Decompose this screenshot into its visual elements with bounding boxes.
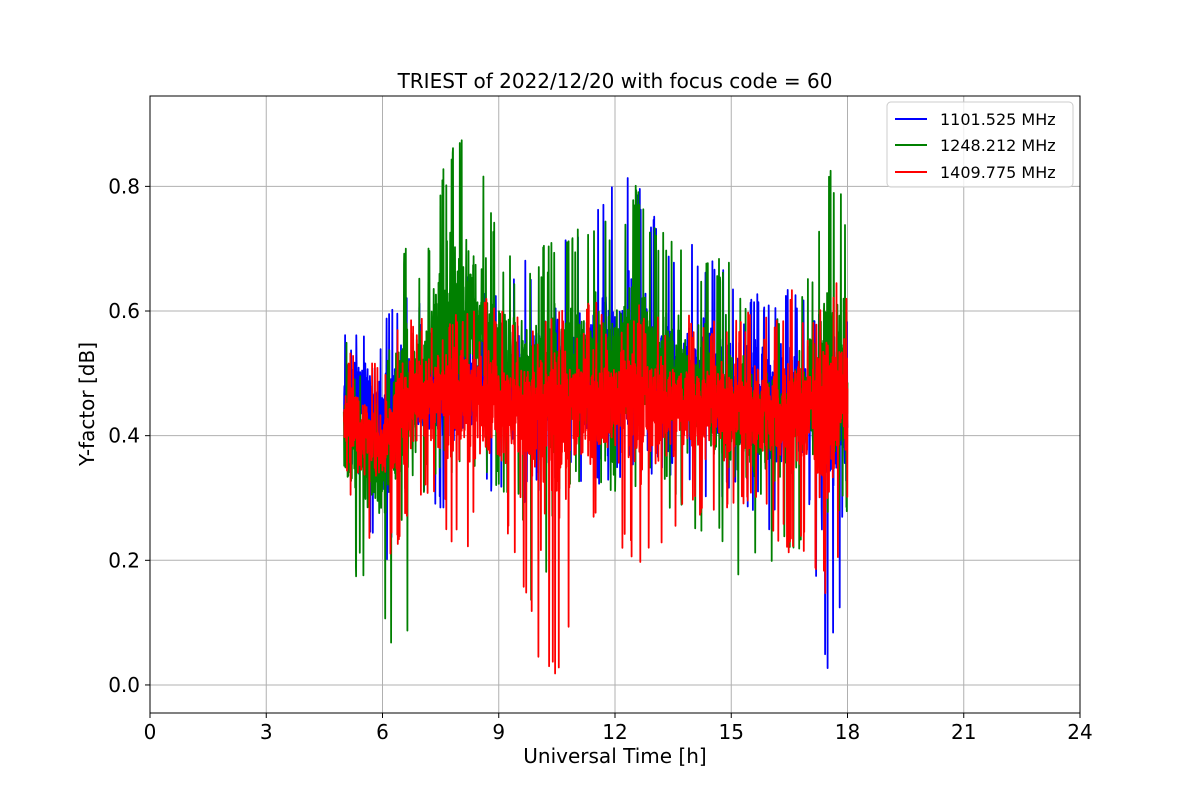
y-tick-label: 0.4 (108, 424, 140, 448)
chart-title: TRIEST of 2022/12/20 with focus code = 6… (397, 69, 833, 93)
x-tick-label: 18 (835, 720, 860, 744)
y-tick-label: 0.6 (108, 299, 140, 323)
x-tick-label: 6 (376, 720, 389, 744)
legend-label-1409: 1409.775 MHz (940, 163, 1056, 182)
y-tick-label: 0.8 (108, 174, 140, 198)
x-tick-label: 24 (1067, 720, 1092, 744)
data-series (342, 139, 849, 675)
x-axis-label: Universal Time [h] (523, 744, 706, 768)
y-tick-label: 0.0 (108, 673, 140, 697)
x-tick-label: 15 (719, 720, 744, 744)
legend: 1101.525 MHz 1248.212 MHz 1409.775 MHz (886, 101, 1074, 188)
x-tick-label: 9 (492, 720, 505, 744)
legend-label-1101: 1101.525 MHz (940, 110, 1056, 129)
axis-ticks: 0 3 6 9 12 15 18 21 24 0.0 0.2 0.4 0.6 0.8 (108, 174, 1093, 744)
x-tick-label: 3 (260, 720, 273, 744)
legend-label-1248: 1248.212 MHz (940, 136, 1056, 155)
x-tick-label: 0 (144, 720, 157, 744)
legend-box (886, 101, 1074, 188)
x-tick-label: 21 (951, 720, 976, 744)
series-line-1409 (343, 282, 849, 675)
y-tick-label: 0.2 (108, 548, 140, 572)
y-axis-label: Y-factor [dB] (75, 342, 99, 467)
x-tick-label: 12 (602, 720, 627, 744)
